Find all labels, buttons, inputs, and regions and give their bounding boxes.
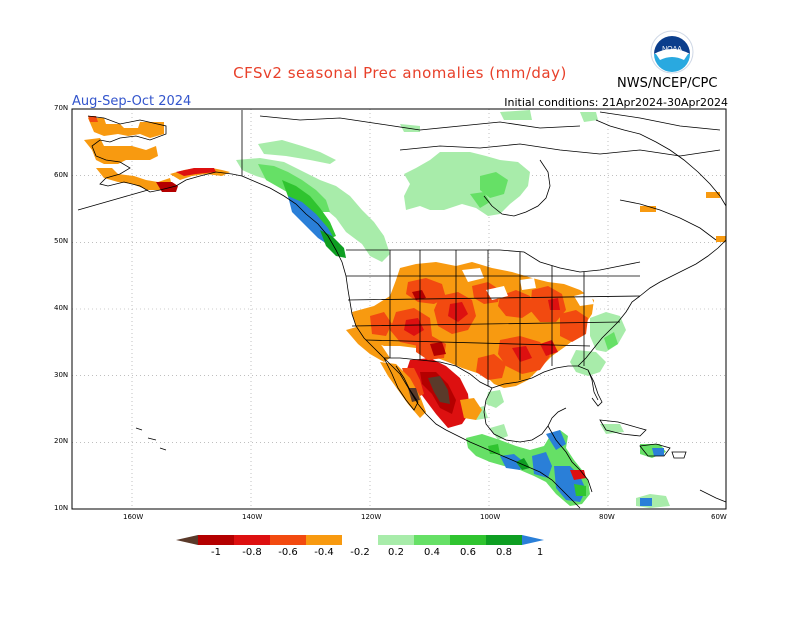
agency-label: NWS/NCEP/CPC: [617, 76, 718, 91]
initial-conditions: Initial conditions: 21Apr2024-30Apr2024: [504, 96, 728, 109]
colorbar-legend: [176, 535, 544, 545]
colorbar-swatch: [198, 535, 234, 545]
colorbar-tick-label: 1: [536, 547, 544, 558]
colorbar-swatch: [486, 535, 522, 545]
lon-label: 160W: [123, 513, 144, 521]
noaa-logo: NOAA: [650, 30, 694, 74]
lat-label: 50N: [54, 237, 69, 246]
colorbar-swatch: [306, 535, 342, 545]
map-title: CFSv2 seasonal Prec anomalies (mm/day): [233, 64, 567, 82]
lon-label: 80W: [599, 513, 615, 521]
lat-label: 60N: [54, 170, 69, 179]
colorbar-swatch: [414, 535, 450, 545]
lon-label: 140W: [242, 513, 263, 521]
colorbar-tick-label: 0.6: [460, 547, 476, 558]
lon-label: 60W: [711, 513, 727, 521]
colorbar-swatch: [378, 535, 414, 545]
lon-label: 120W: [361, 513, 382, 521]
lat-label: 40N: [54, 304, 69, 312]
colorbar-tick-label: -0.6: [278, 547, 298, 558]
colorbar-swatch: [342, 535, 378, 545]
lat-label: 30N: [54, 370, 69, 379]
colorbar-tick-label: 0.8: [496, 547, 512, 558]
forecast-period: Aug-Sep-Oct 2024: [72, 94, 192, 109]
colorbar-tick-label: 0.4: [424, 547, 440, 558]
lon-label: 100W: [480, 513, 501, 521]
colorbar-arrow-low: [176, 535, 198, 545]
colorbar-swatch: [234, 535, 270, 545]
lat-label: 20N: [54, 437, 69, 446]
colorbar-swatch: [450, 535, 486, 545]
colorbar-arrow-high: [522, 535, 544, 545]
lat-label: 70N: [54, 104, 69, 112]
lat-label: 10N: [54, 504, 69, 512]
colorbar-tick-label: -0.2: [350, 547, 370, 558]
colorbar-swatch: [270, 535, 306, 545]
colorbar-tick-label: -0.4: [314, 547, 334, 558]
coastlines-and-borders: [77, 110, 727, 509]
colorbar-tick-label: -1: [211, 547, 221, 558]
logo-text: NOAA: [662, 46, 682, 53]
colorbar-tick-label: -0.8: [242, 547, 262, 558]
colorbar-tick-label: 0.2: [388, 547, 404, 558]
map-frame: [71, 108, 727, 510]
